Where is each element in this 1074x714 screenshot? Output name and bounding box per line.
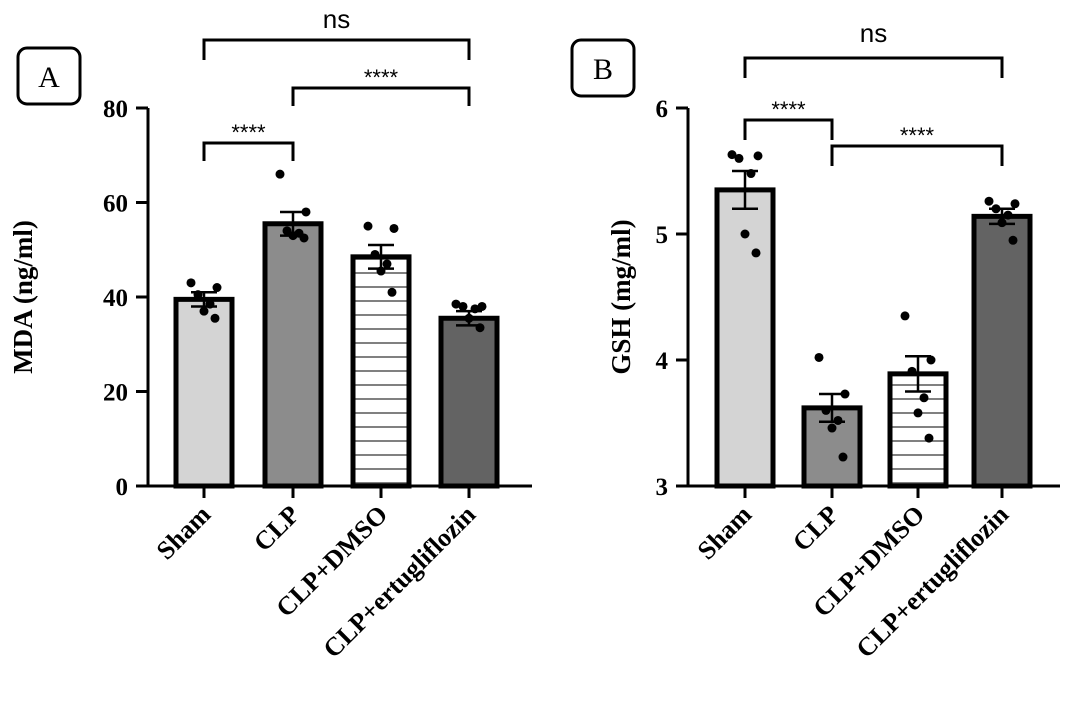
data-point: [1010, 199, 1020, 209]
data-point: [746, 169, 756, 179]
data-point: [299, 233, 309, 243]
significance-label: ns: [860, 18, 887, 48]
data-point: [458, 301, 468, 311]
data-point: [753, 151, 763, 161]
y-tick-label: 60: [103, 191, 128, 218]
data-point: [1003, 210, 1013, 220]
y-axis-title: MDA (ng/ml): [8, 220, 38, 374]
y-tick-label: 6: [656, 96, 669, 123]
significance-label: ****: [771, 97, 806, 122]
data-point: [821, 405, 831, 415]
significance-bracket: [743, 118, 834, 140]
data-point: [734, 153, 744, 163]
data-point: [363, 221, 373, 231]
data-point: [475, 323, 485, 333]
data-point: [451, 299, 461, 309]
data-point: [301, 207, 311, 217]
data-point: [751, 248, 761, 258]
x-tick-label: CLP+ertugliflozin: [850, 499, 1014, 663]
significance-label: ****: [364, 65, 399, 90]
data-point: [288, 231, 298, 241]
y-tick-label: 3: [656, 474, 669, 501]
bar-sham: [173, 296, 235, 489]
bar-clp-ertugliflozin: [971, 213, 1033, 489]
panel-label: B: [593, 53, 613, 86]
data-point: [275, 169, 285, 179]
x-tick-label: Sham: [151, 499, 217, 565]
data-point: [924, 433, 934, 443]
data-point: [193, 290, 203, 300]
significance-bracket: [743, 56, 1004, 78]
data-point: [210, 313, 220, 323]
data-point: [387, 287, 397, 297]
data-point: [727, 150, 737, 160]
data-point: [827, 423, 837, 433]
data-point: [1008, 235, 1018, 245]
data-point: [838, 452, 848, 462]
error-bar: [905, 354, 931, 393]
panel-label: A: [38, 61, 60, 94]
bar-sham: [714, 187, 776, 489]
y-tick-label: 80: [103, 96, 128, 123]
x-tick-label: CLP: [248, 500, 305, 557]
data-point: [470, 304, 480, 314]
y-tick-label: 5: [656, 222, 669, 249]
data-point: [477, 301, 487, 311]
bar-clp: [262, 221, 324, 489]
y-tick-label: 4: [656, 348, 669, 375]
data-point: [991, 204, 1001, 214]
data-point: [926, 355, 936, 365]
data-point: [919, 393, 929, 403]
data-point: [199, 306, 209, 316]
data-point: [382, 259, 392, 269]
data-point: [376, 266, 386, 276]
y-tick-label: 40: [103, 285, 128, 312]
data-point: [900, 311, 910, 321]
data-point: [997, 218, 1007, 228]
panel-label-box: [16, 46, 82, 106]
y-tick-label: 0: [116, 474, 129, 501]
data-point: [205, 299, 215, 309]
x-tick-label: CLP+ertugliflozin: [317, 499, 481, 663]
data-point: [186, 278, 196, 288]
data-point: [833, 415, 843, 425]
data-point: [464, 313, 474, 323]
data-point: [370, 249, 380, 259]
data-point: [814, 352, 824, 362]
panel-label-box: [570, 38, 636, 98]
data-point: [984, 196, 994, 206]
data-point: [840, 389, 850, 399]
significance-bracket: [202, 38, 471, 60]
significance-bracket: [291, 86, 471, 106]
significance-label: ****: [900, 123, 935, 148]
significance-label: ****: [231, 120, 266, 145]
data-point: [212, 283, 222, 293]
x-tick-label: CLP: [787, 500, 844, 557]
data-point: [913, 408, 923, 418]
bar-clp-ertugliflozin: [438, 315, 500, 489]
y-tick-label: 20: [103, 380, 128, 407]
bar-clp-dmso: [350, 254, 412, 489]
y-axis-title: GSH (mg/ml): [606, 219, 636, 374]
data-point: [389, 223, 399, 233]
significance-label: ns: [323, 4, 350, 34]
data-point: [740, 229, 750, 239]
significance-bracket: [202, 141, 295, 161]
significance-bracket: [830, 144, 1004, 166]
data-point: [907, 366, 917, 376]
x-tick-label: Sham: [692, 499, 758, 565]
